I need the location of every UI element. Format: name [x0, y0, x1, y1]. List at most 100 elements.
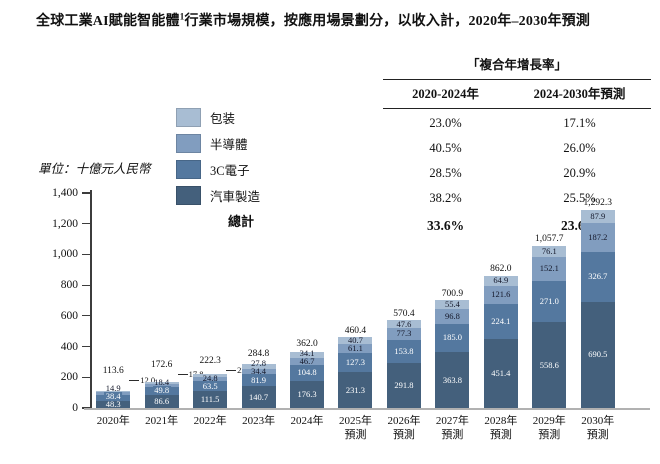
cagr-total-value: 33.6%	[426, 218, 465, 233]
segment-value-label: 176.3	[295, 388, 319, 399]
legend-swatch-1	[176, 133, 201, 153]
x-axis-label-line: 2028年	[484, 415, 518, 427]
cagr-value: 28.5%	[429, 166, 462, 180]
bar-total-label: 1,292.3	[583, 198, 613, 209]
y-tick-mark	[82, 284, 90, 286]
cagr-value: 23.0%	[429, 116, 462, 130]
segment-value-label: 152.1	[539, 263, 559, 274]
x-axis-label-line: 預測	[586, 429, 609, 441]
cagr-value: 38.2%	[429, 191, 462, 205]
segment-value-label: 127.3	[344, 357, 367, 368]
x-axis-label: 2022年	[180, 414, 240, 428]
y-tick-label: 400	[60, 340, 78, 353]
packaging-callout: 12.0	[129, 374, 156, 385]
segment-value-label: 81.9	[249, 374, 268, 385]
segment-value-label: 27.8	[251, 357, 267, 368]
x-axis-label-line: 預測	[489, 429, 512, 441]
bar-segment-包装	[144, 381, 179, 385]
plot-area: 0 200 400 600 800 1,000 1,200 1,400 48.3 38.4 14.…	[52, 187, 652, 441]
segment-value-label: 38.4	[104, 390, 123, 401]
bar-slot-2020年: 48.3 38.4 14.9 12.0 113.6 2020年	[89, 193, 155, 427]
segment-value-label: 63.5	[201, 380, 220, 391]
segment-value-label: 187.2	[588, 231, 608, 242]
x-axis-label-line: 2025年	[338, 415, 372, 427]
legend-item-label: 汽車製造	[210, 189, 261, 204]
x-axis-label-line: 預測	[344, 429, 367, 441]
bar-segment-包装	[96, 390, 131, 393]
bar-segment-包装	[435, 300, 470, 309]
y-tick-label: 1,000	[52, 248, 78, 261]
segment-value-label: 55.4	[444, 299, 460, 310]
bar-total-label: 570.4	[393, 308, 415, 319]
x-axis-label: 2023年	[229, 414, 289, 428]
y-tick-label: 1,400	[52, 187, 78, 199]
x-axis-label: 2024年	[277, 414, 337, 428]
bar-segment-半導體	[290, 357, 325, 365]
x-axis-label-line: 預測	[538, 429, 561, 441]
x-axis-label-line: 2022年	[193, 415, 227, 427]
cagr-rule-bottom	[383, 108, 651, 109]
segment-value-label: 104.8	[295, 367, 319, 378]
x-axis-label-line: 2030年	[581, 415, 615, 427]
bar-segment-包装	[386, 320, 421, 328]
y-tick-mark	[82, 345, 90, 348]
y-tick-label: 800	[60, 279, 78, 292]
page-title: 全球工業AI賦能智能體1行業市場規模，按應用場景劃分，以收入計，2020年–20…	[36, 10, 636, 30]
footnote-superscript: 1	[179, 11, 185, 22]
segment-value-label: 47.6	[396, 318, 412, 329]
bar-segment-包装	[483, 275, 518, 286]
y-tick-mark	[82, 253, 90, 256]
y-tick-label: 0	[72, 402, 78, 414]
x-axis-label: 2030年預測	[568, 414, 628, 442]
segment-value-label: 24.8	[202, 372, 218, 383]
bar-slot-2024年: 176.3 104.8 46.7 34.1 362.0 2024年	[283, 193, 331, 427]
bar-segment-半導體	[241, 368, 276, 374]
segment-value-label: 61.1	[348, 342, 363, 353]
cagr-row: 40.5% 26.0%	[383, 136, 651, 161]
bar-segment-包装	[193, 373, 228, 378]
bar-total-label: 284.8	[247, 348, 270, 359]
bar-segment-半導體	[386, 327, 421, 340]
y-tick-mark	[82, 376, 90, 378]
cagr-body: 23.0% 17.1% 40.5% 26.0% 28.5% 20.9% 38.2% 25.5%…	[383, 111, 651, 238]
y-axis-unit-label: 單位：十億元人民幣	[38, 162, 151, 176]
segment-value-label: 46.7	[299, 355, 315, 366]
legend-swatch-2	[176, 159, 201, 179]
callout-leader-line	[226, 369, 237, 371]
x-axis-label-line: 2026年	[387, 415, 421, 427]
bar-segment-半導體	[144, 384, 179, 388]
x-axis-label-line: 2023年	[242, 415, 276, 427]
y-tick-label: 1,200	[52, 217, 78, 230]
y-tick-mark	[82, 192, 90, 194]
x-axis-label-line: 2020年	[96, 415, 130, 427]
cagr-value: 26.0%	[563, 141, 596, 155]
segment-value-label: 12.0	[140, 374, 156, 385]
segment-value-label: 86.6	[152, 395, 171, 406]
segment-value-label: 14.9	[105, 382, 121, 393]
segment-value-label: 40.7	[348, 334, 363, 345]
segment-value-label: 96.8	[444, 310, 460, 321]
x-axis-label: 2025年預測	[325, 414, 385, 442]
segment-value-label: 185.0	[441, 332, 464, 343]
bar-total-label: 113.6	[102, 365, 124, 376]
bar-slot-2026年: 291.8 153.8 77.3 47.6 570.4 2026年 預測	[380, 193, 428, 441]
page-title-suffix: 行業市場規模，按應用場景劃分，以收入計，2020年–2030年預測	[184, 14, 591, 29]
bar-segment-半導體	[338, 343, 373, 353]
cagr-row: 28.5% 20.9%	[383, 161, 651, 186]
legend-items: 包装 半導體 3C電子 汽車製造	[176, 104, 260, 208]
bar-segment-半導體	[483, 285, 518, 305]
cagr-header-row: 2020-2024年 2024-2030年預測	[383, 82, 651, 106]
x-axis-label-line: 預測	[441, 429, 464, 441]
y-axis-line	[90, 190, 92, 408]
bar-segment-半導體	[532, 257, 567, 281]
legend-total-label: 總計	[228, 214, 255, 229]
x-axis-label-line: 2027年	[435, 415, 469, 427]
segment-value-label: 121.6	[491, 289, 511, 300]
bar-slot-2030年: 690.5 326.7 187.2 87.9 1,292.3 2030年 預測	[574, 193, 622, 441]
bar-total-label: 460.4	[344, 325, 367, 336]
segment-value-label: 291.8	[392, 380, 415, 391]
y-tick-mark	[82, 223, 90, 225]
segment-value-label: 140.7	[247, 391, 270, 402]
legend-item: 半導體	[176, 130, 260, 156]
